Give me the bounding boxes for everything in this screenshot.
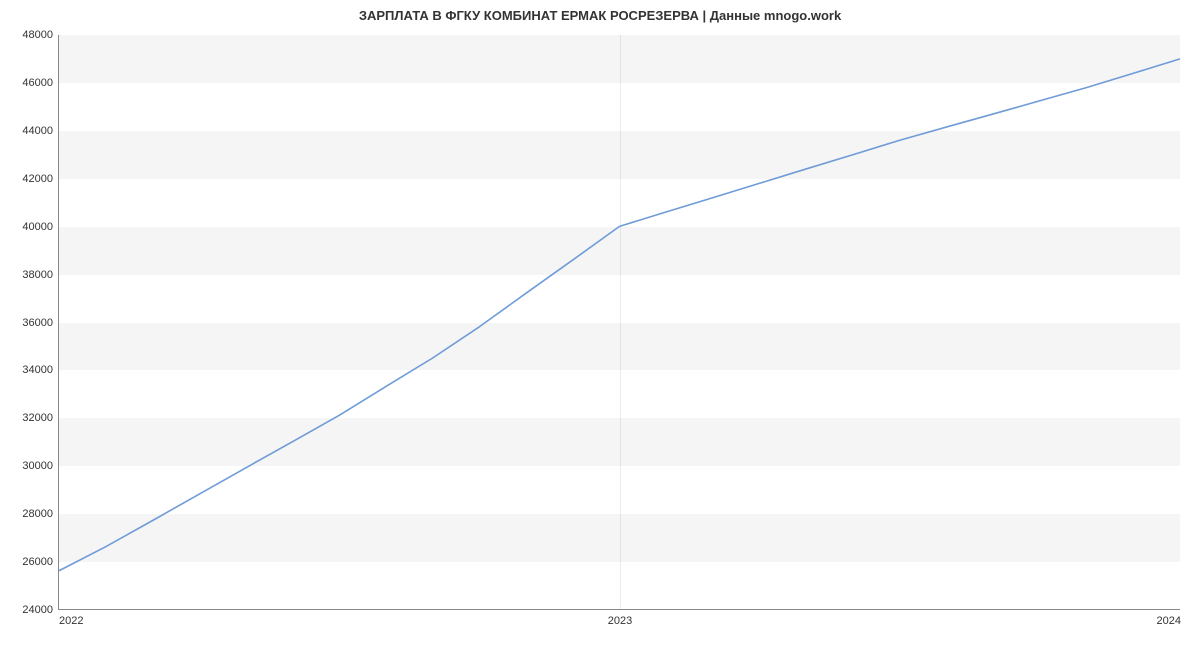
y-tick-label: 40000 [22, 221, 53, 233]
chart-container: ЗАРПЛАТА В ФГКУ КОМБИНАТ ЕРМАК РОСРЕЗЕРВ… [0, 0, 1200, 650]
y-tick-label: 46000 [22, 77, 53, 89]
y-tick-label: 24000 [22, 604, 53, 616]
x-tick-label: 2023 [608, 615, 632, 627]
y-tick-label: 34000 [22, 364, 53, 376]
line-layer [59, 35, 1180, 609]
y-tick-label: 38000 [22, 269, 53, 281]
x-tick-label: 2022 [59, 615, 83, 627]
y-tick-label: 36000 [22, 317, 53, 329]
y-tick-label: 44000 [22, 125, 53, 137]
y-tick-label: 32000 [22, 412, 53, 424]
series-line [59, 59, 1180, 571]
chart-title: ЗАРПЛАТА В ФГКУ КОМБИНАТ ЕРМАК РОСРЕЗЕРВ… [0, 8, 1200, 23]
x-tick-label: 2024 [1157, 615, 1181, 627]
y-tick-label: 26000 [22, 556, 53, 568]
y-tick-label: 48000 [22, 29, 53, 41]
plot-area: 2400026000280003000032000340003600038000… [58, 35, 1180, 610]
y-tick-label: 42000 [22, 173, 53, 185]
y-tick-label: 30000 [22, 460, 53, 472]
y-tick-label: 28000 [22, 508, 53, 520]
